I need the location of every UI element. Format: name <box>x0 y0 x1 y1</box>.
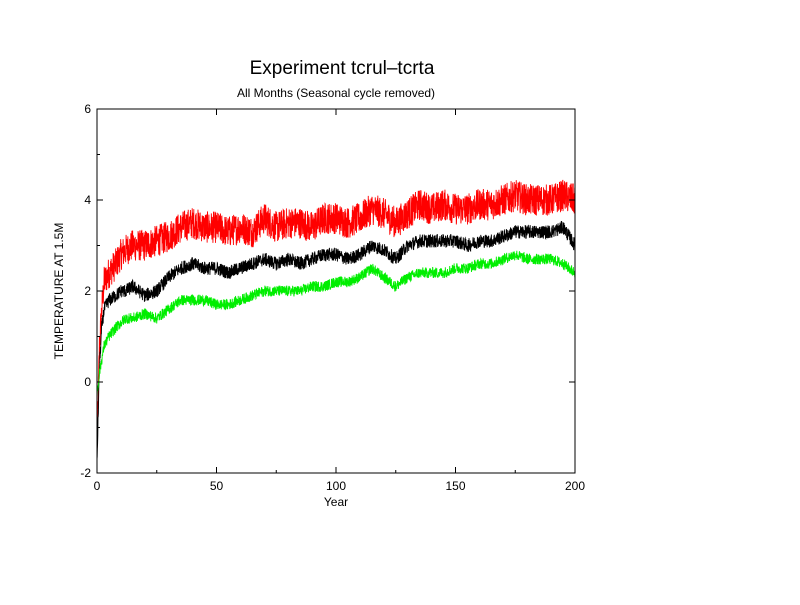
series-line-2 <box>97 221 575 460</box>
series-line-1 <box>97 179 575 448</box>
series-line-3 <box>97 250 575 398</box>
y-tick-label: 6 <box>84 102 91 116</box>
x-tick-label: 100 <box>326 479 346 493</box>
x-tick-label: 0 <box>94 479 101 493</box>
x-axis-label: Year <box>324 495 348 509</box>
x-tick-label: 50 <box>210 479 224 493</box>
chart-subtitle: All Months (Seasonal cycle removed) <box>237 86 435 100</box>
chart-title: Experiment tcrul–tcrta <box>250 58 435 79</box>
y-tick-label: 4 <box>84 193 91 207</box>
y-tick-label: 2 <box>84 284 91 298</box>
y-tick-label: 0 <box>84 375 91 389</box>
y-tick-label: -2 <box>80 466 91 480</box>
plot-frame <box>96 108 576 474</box>
y-axis-label: TEMPERATURE AT 1.5M <box>52 223 66 360</box>
x-tick-label: 200 <box>565 479 585 493</box>
x-tick-label: 150 <box>445 479 465 493</box>
